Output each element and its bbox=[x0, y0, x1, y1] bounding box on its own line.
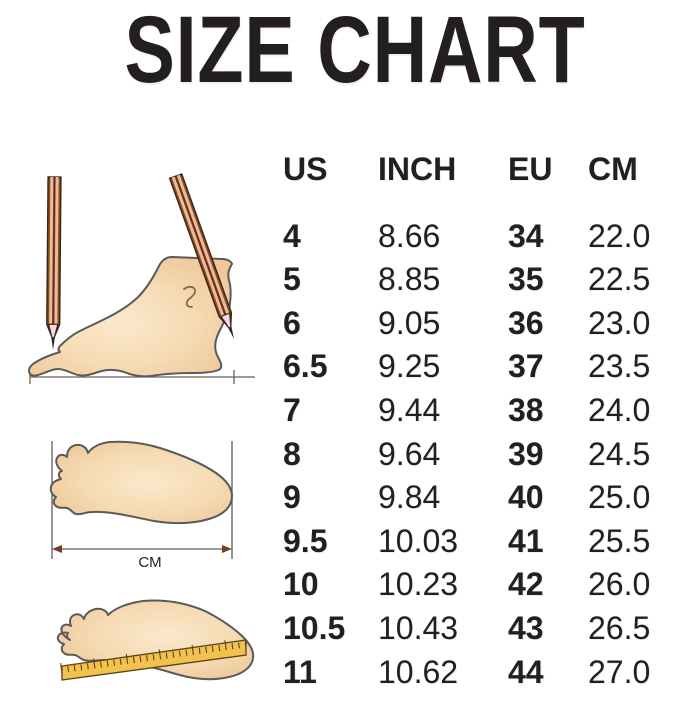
svg-text:CM: CM bbox=[138, 554, 161, 571]
